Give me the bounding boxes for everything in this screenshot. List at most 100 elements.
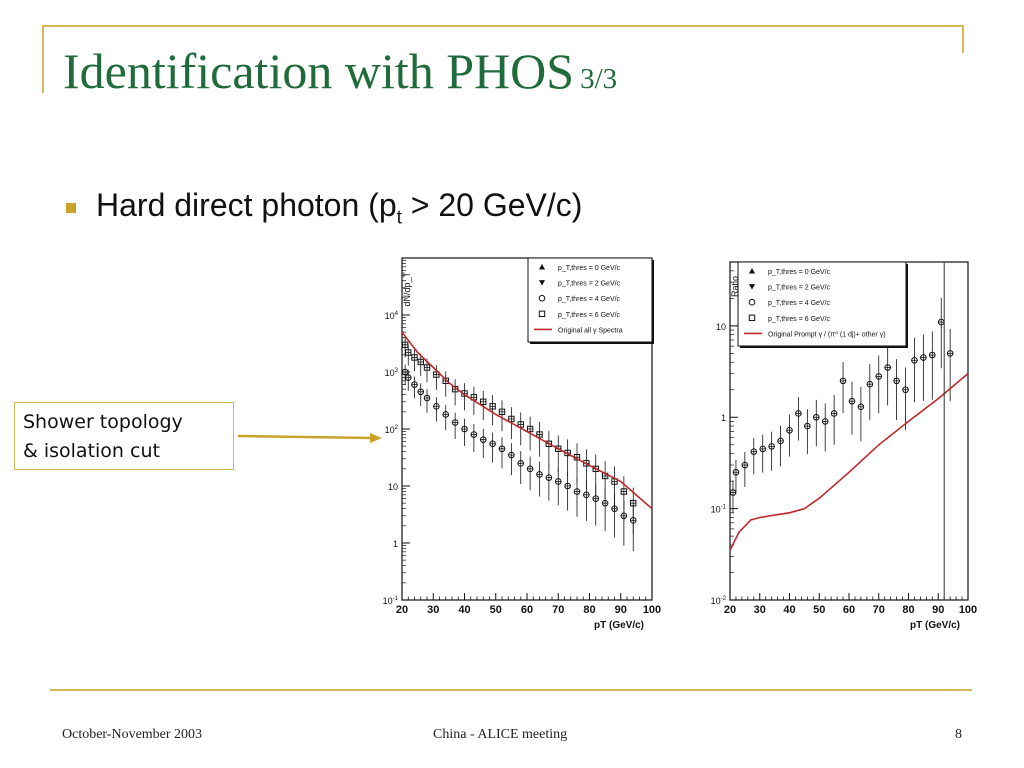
x-tick-label: 50 [813, 604, 825, 616]
data-point [750, 448, 758, 455]
x-tick-label: 40 [458, 604, 470, 616]
legend-entry: p_T,thres = 0 GeV/c [558, 265, 621, 272]
slide-title: Identification with PHOS 3/3 [63, 42, 617, 100]
legend-box [527, 257, 653, 343]
slide-frame-right [962, 25, 964, 53]
data-point [768, 443, 775, 450]
data-point [601, 499, 609, 507]
bullet-text: Hard direct photon (pt > 20 GeV/c) [96, 187, 582, 229]
callout-arrow [237, 433, 382, 443]
data-point [866, 380, 874, 388]
data-point [433, 371, 440, 378]
legend-entry: p_T,thres = 2 GeV/c [558, 281, 621, 288]
x-tick-label: 80 [583, 604, 595, 616]
legend-marker [748, 298, 756, 306]
data-point [498, 408, 506, 416]
data-point [592, 465, 599, 473]
data-point [786, 426, 793, 434]
legend-box [737, 261, 907, 347]
data-point [884, 364, 891, 371]
data-point [536, 471, 543, 478]
data-point [411, 381, 418, 388]
legend-marker [539, 280, 545, 286]
left-plot: 20 30 40 50 60 70 80 90 100 pT (GeV/c) 10-1 1 10 102 1… [372, 254, 664, 642]
data-point [470, 431, 478, 438]
callout-line: & isolation cut [23, 440, 160, 462]
footer-meeting: China - ALICE meeting [433, 727, 568, 742]
data-point [573, 488, 581, 495]
data-point [875, 373, 883, 380]
data-point [517, 460, 525, 467]
y-tick-label: 10-1 [383, 596, 399, 606]
legend-entry: p_T,thres = 0 GeV/c [768, 269, 831, 276]
legend-entry: Original Prompt γ / (π⁰ (1 dj)+ other γ) [768, 330, 886, 338]
x-tick-label: 60 [843, 604, 855, 616]
data-point [929, 351, 936, 359]
x-tick-label: 80 [902, 604, 914, 616]
data-point [405, 349, 412, 356]
data-point [508, 451, 515, 459]
x-tick-label: 70 [873, 604, 885, 616]
data-point [417, 388, 425, 396]
bullet-subscript: t [396, 207, 402, 229]
data-point [911, 356, 918, 364]
legend-entry: Original all γ Spectra [558, 327, 623, 334]
data-point [732, 468, 740, 476]
data-point [545, 440, 553, 447]
data-point [759, 445, 767, 453]
data-point [555, 445, 562, 452]
legend-marker [748, 314, 756, 321]
data-point [433, 403, 440, 410]
legend-entry: p_T,thres = 4 GeV/c [768, 300, 831, 307]
y-tick-label: 10 [716, 322, 726, 332]
y-tick-label: 10-1 [711, 505, 727, 515]
y-axis-label: Ratio [730, 276, 740, 297]
x-axis-label: pT (GeV/c) [594, 620, 644, 631]
data-point [517, 421, 524, 428]
y-axis-label: dN/dp_T [402, 272, 412, 307]
bullet-prefix: Hard direct photon (p [96, 186, 397, 223]
slide-frame-top [42, 25, 964, 27]
data-point [411, 354, 418, 361]
data-point [893, 377, 900, 385]
legend-marker [539, 264, 545, 270]
y-tick-label: 103 [385, 368, 399, 378]
data-point [946, 350, 954, 357]
data-point [480, 398, 487, 406]
data-point [795, 410, 802, 417]
data-point [830, 410, 838, 417]
x-tick-label: 30 [427, 604, 439, 616]
x-axis-label: pT (GeV/c) [910, 620, 960, 631]
y-tick-label: 10-2 [711, 596, 727, 606]
callout-line: Shower topology [23, 411, 183, 433]
right-plot: 20 30 40 50 60 70 80 90 100 pT (GeV/c) 10-2 10-1 1 10… [694, 254, 986, 642]
data-point [821, 418, 829, 425]
data-point [611, 505, 618, 512]
data-point [442, 377, 449, 385]
legend-entry: p_T,thres = 6 GeV/c [558, 312, 621, 319]
data-point [479, 436, 487, 443]
data-point [423, 364, 431, 371]
data-point [508, 415, 515, 423]
x-tick-label: 30 [754, 604, 766, 616]
data-point [857, 403, 865, 411]
x-tick-label: 40 [783, 604, 795, 616]
x-tick-label: 90 [932, 604, 944, 616]
data-point [839, 377, 847, 385]
y-tick-label: 10 [388, 482, 398, 492]
series-curve [401, 331, 653, 510]
series-curve [729, 372, 969, 551]
x-tick-label: 100 [643, 604, 661, 616]
data-point [848, 397, 856, 405]
x-tick-label: 50 [490, 604, 502, 616]
data-point [583, 460, 590, 467]
y-tick-label: 104 [385, 311, 399, 321]
data-point [536, 431, 543, 438]
footer-divider [50, 689, 972, 691]
x-tick-label: 20 [724, 604, 736, 616]
x-tick-label: 20 [396, 604, 408, 616]
data-point [489, 440, 496, 448]
data-point [489, 403, 496, 410]
legend-entry: p_T,thres = 4 GeV/c [558, 296, 621, 303]
bullet-item: Hard direct photon (pt > 20 GeV/c) [66, 186, 582, 230]
